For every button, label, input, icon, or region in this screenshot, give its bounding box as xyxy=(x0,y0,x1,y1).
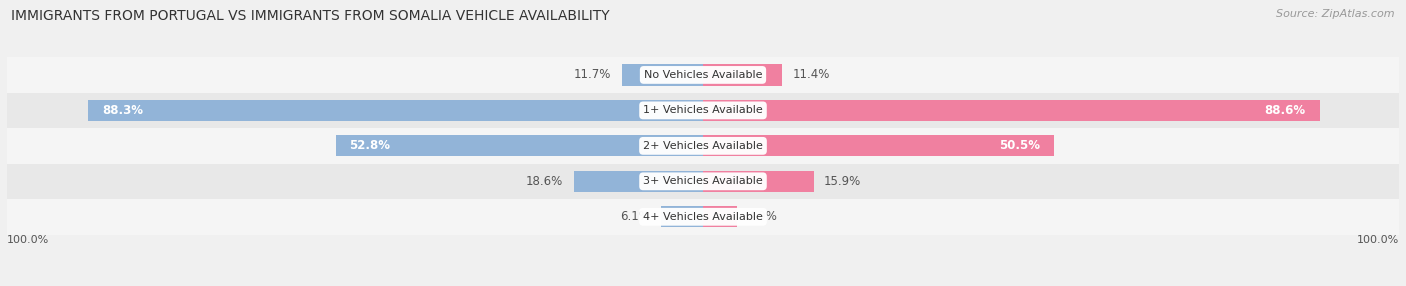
Bar xyxy=(621,64,703,86)
Text: 6.1%: 6.1% xyxy=(620,210,650,223)
Text: 18.6%: 18.6% xyxy=(526,175,564,188)
Bar xyxy=(89,100,703,121)
Bar xyxy=(7,128,1399,164)
Text: 100.0%: 100.0% xyxy=(1357,235,1399,245)
Text: 11.4%: 11.4% xyxy=(793,68,830,82)
Text: 4+ Vehicles Available: 4+ Vehicles Available xyxy=(643,212,763,222)
Text: 1+ Vehicles Available: 1+ Vehicles Available xyxy=(643,106,763,115)
Bar xyxy=(7,93,1399,128)
Text: 52.8%: 52.8% xyxy=(350,139,391,152)
Bar xyxy=(703,135,1054,156)
Bar xyxy=(703,171,814,192)
Text: 15.9%: 15.9% xyxy=(824,175,862,188)
Text: No Vehicles Available: No Vehicles Available xyxy=(644,70,762,80)
Text: 4.9%: 4.9% xyxy=(748,210,778,223)
Bar xyxy=(574,171,703,192)
Text: 11.7%: 11.7% xyxy=(574,68,612,82)
Text: 50.5%: 50.5% xyxy=(1000,139,1040,152)
Bar xyxy=(336,135,703,156)
Bar xyxy=(703,100,1320,121)
Bar xyxy=(703,64,782,86)
Text: 2+ Vehicles Available: 2+ Vehicles Available xyxy=(643,141,763,151)
Text: 100.0%: 100.0% xyxy=(7,235,49,245)
Bar xyxy=(7,164,1399,199)
Bar xyxy=(7,199,1399,235)
Text: IMMIGRANTS FROM PORTUGAL VS IMMIGRANTS FROM SOMALIA VEHICLE AVAILABILITY: IMMIGRANTS FROM PORTUGAL VS IMMIGRANTS F… xyxy=(11,9,610,23)
Text: 3+ Vehicles Available: 3+ Vehicles Available xyxy=(643,176,763,186)
Bar xyxy=(661,206,703,227)
Bar xyxy=(7,57,1399,93)
Text: 88.6%: 88.6% xyxy=(1264,104,1306,117)
Text: 88.3%: 88.3% xyxy=(103,104,143,117)
Text: Source: ZipAtlas.com: Source: ZipAtlas.com xyxy=(1277,9,1395,19)
Bar xyxy=(703,206,737,227)
